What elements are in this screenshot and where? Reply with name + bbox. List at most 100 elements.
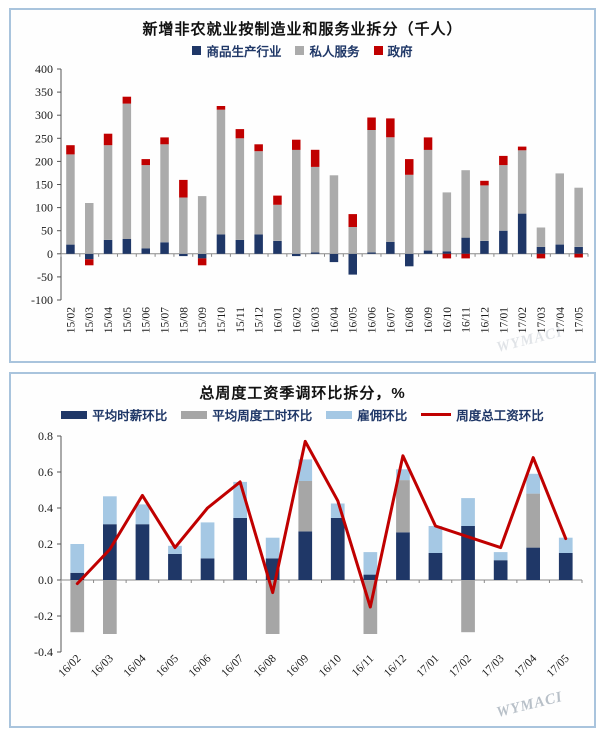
bar-segment [396,469,410,481]
page-title: 新增非农就业按制造业和服务业拆分（千人） [142,21,463,38]
bar-segment [348,253,357,275]
legend-label: 雇佣环比 [357,409,408,423]
bar-segment [235,138,245,240]
bar-segment [298,481,313,532]
bar-segment [70,572,85,580]
bar-segment [310,252,320,254]
x-axis-label: 16/10 [442,307,454,333]
trend-line [75,439,568,609]
x-axis-label: 16/11 [350,652,377,679]
bar-segment [442,253,452,259]
y-tick-label: 0 [47,247,53,261]
bar-segment [168,553,182,580]
legend-item: 商品生产行业 [192,41,281,60]
bar-segment [103,580,117,634]
x-axis-label: 17/05 [545,652,572,679]
y-tick-label: 0.6 [38,465,53,479]
x-axis-label: 17/04 [512,652,539,679]
bar-segment [85,259,94,266]
page-title: 总周度工资季调环比拆分，% [199,385,406,402]
bar-segment [493,552,508,561]
bar-segment [168,545,182,554]
bar-segment [574,187,583,247]
bar-segment [103,133,113,146]
bar-segment [461,253,470,259]
bar-segment [70,544,85,573]
bar-segment [480,185,489,241]
y-tick-label: 0.2 [38,537,53,551]
wage-chart: 0.80.60.40.20.0-0.2-0.416/02 16/03 16/04 16… [34,429,583,680]
bar-segment [461,498,475,526]
bar-segment [122,103,132,239]
x-axis-label: 17/05 [574,307,586,333]
legend-item: 平均周度工时环比 [181,405,312,424]
bar-segment [273,195,282,205]
x-axis-label: 15/04 [103,307,115,333]
bar-segment [103,524,117,580]
x-axis-label: 16/06 [367,307,379,333]
x-axis-label: 15/08 [178,307,190,333]
x-axis-label: 16/07 [385,307,397,333]
legend-label: 商品生产行业 [206,45,282,59]
bar-segment [526,547,540,580]
bar-segment [536,246,546,254]
bar-segment [141,159,150,166]
x-axis-label: 16/02 [291,307,303,333]
bar-segment [273,204,282,241]
y-tick-label: 200 [35,154,53,168]
y-tick-label: 100 [35,201,53,215]
x-axis-label: 16/10 [317,652,344,679]
bar-segment [363,574,378,580]
legend-swatch [326,410,353,419]
bar-segment [197,196,207,254]
bar-segment [526,493,540,548]
bar-segment [461,580,475,633]
x-axis-label: 16/03 [89,652,116,679]
legend-swatch [295,46,305,55]
bar-segment [122,96,132,104]
bar-segment [442,192,452,252]
x-axis-label: 16/09 [284,652,311,679]
x-axis-label: 15/02 [65,307,77,333]
bar-segment [536,227,546,247]
legend-label: 周度总工资环比 [456,409,544,423]
bar-segment [363,552,378,575]
bar-segment [386,118,395,138]
legend: 商品生产行业 私人服务 政府 [13,41,592,60]
bar-segment [179,197,188,254]
x-axis-label: 16/07 [219,652,246,679]
bar-segment [265,580,280,634]
bar-segment [103,145,113,240]
payrolls-chart-panel: 新增非农就业按制造业和服务业拆分（千人） 商品生产行业 私人服务 政府 400 350… [9,8,596,363]
legend-item: 私人服务 [295,41,360,60]
legend: 平均时薪环比 平均周度工时环比 雇佣环比 周度总工资环比 [13,405,592,424]
x-axis-label: 16/08 [252,652,279,679]
bar-segment [292,149,301,254]
bar-segment [386,137,395,242]
bar-segment [254,144,263,152]
bar-segment [135,504,150,525]
x-axis-label: 16/01 [272,307,284,333]
bar-segment [103,496,117,525]
x-axis-label: 17/01 [498,307,510,333]
bar-segment [517,213,527,254]
x-axis-label: 17/04 [555,307,567,333]
bar-segment [574,253,583,258]
legend-label: 平均时薪环比 [92,409,168,423]
bar-segment [200,522,215,559]
bar-segment [405,159,414,175]
bar-segment [179,179,188,198]
bar-segment [103,239,113,254]
bar-segment [235,129,245,139]
x-axis-label: 15/05 [122,307,134,333]
bar-segment [428,526,443,553]
legend-label: 政府 [387,45,413,59]
bar-segment [235,239,245,254]
bar-segment [292,139,301,150]
x-axis-label: 16/05 [348,307,360,333]
x-axis-label: 17/03 [536,307,548,333]
bar-segment [423,250,433,254]
x-axis-label: 16/12 [480,307,492,333]
x-axis-label: 16/04 [122,652,149,679]
bar-segment [160,144,169,243]
